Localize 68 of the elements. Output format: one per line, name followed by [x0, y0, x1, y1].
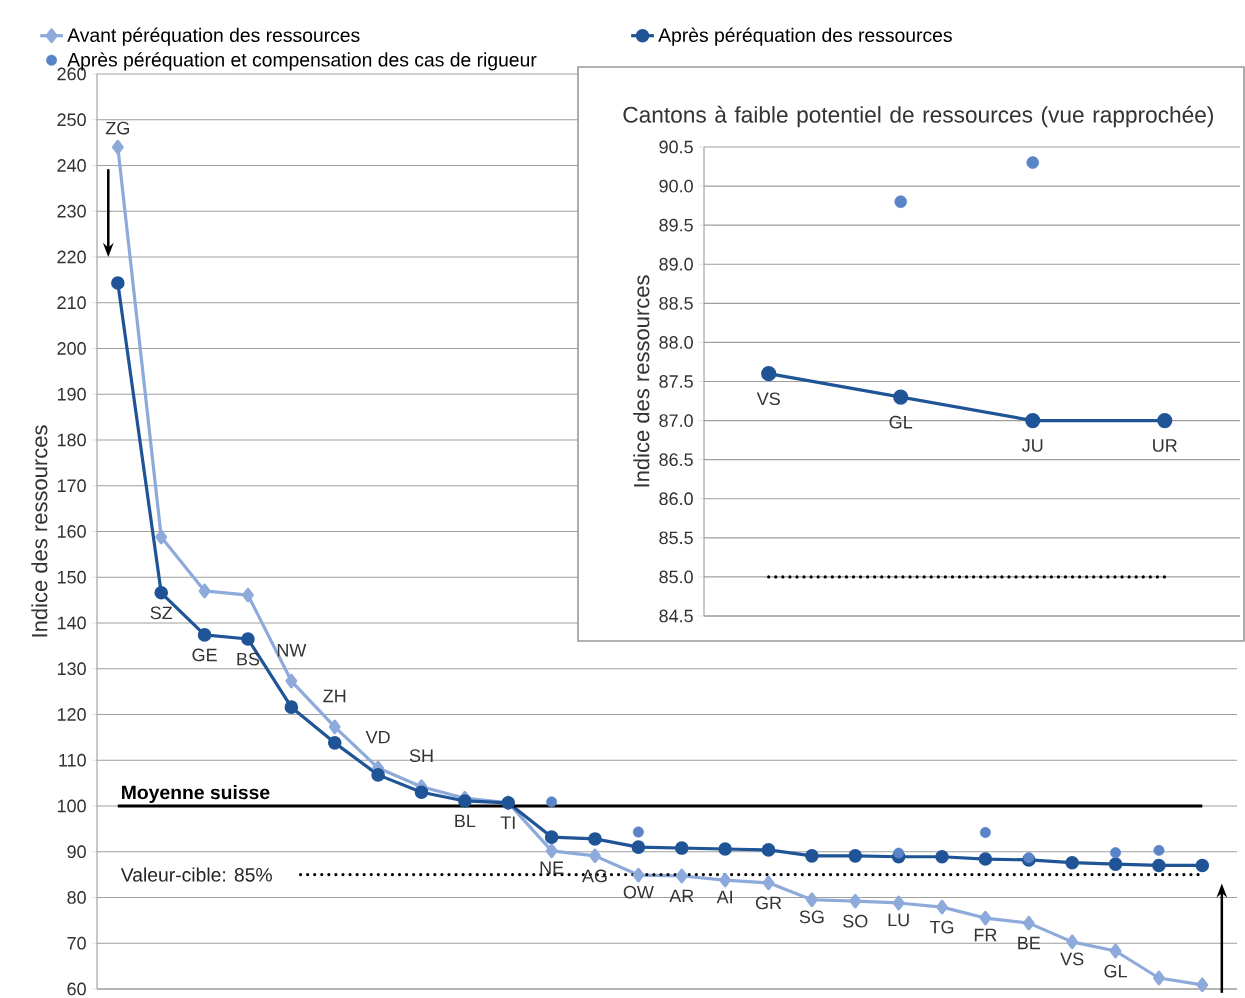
x-tick-label: VS	[1060, 952, 1084, 966]
x-tick-label: AG	[582, 869, 607, 883]
y-tick-label: 120	[57, 708, 86, 721]
x-tick-label: BS	[237, 652, 260, 666]
x-tick-label: GL	[1104, 964, 1127, 978]
y-tick-label: 200	[57, 342, 86, 355]
y-tick-label: 220	[57, 250, 86, 264]
x-tick-label: ZG	[105, 121, 129, 135]
y-tick-label: 90.0	[659, 179, 693, 193]
x-tick-label: TG	[929, 920, 954, 934]
x-tick-label: NW	[277, 644, 307, 657]
y-axis-title: Indice des ressources	[31, 425, 48, 637]
x-tick-label: FR	[974, 928, 997, 942]
y-tick-label: 70	[67, 936, 86, 950]
x-tick-label: VS	[756, 392, 780, 406]
y-tick-label: 110	[59, 753, 86, 767]
y-tick-label: 190	[57, 387, 86, 401]
x-tick-label: SG	[799, 910, 824, 924]
y-axis-title: Indice des ressources	[633, 275, 650, 487]
y-tick-label: 88.5	[659, 296, 693, 310]
y-tick-label: 230	[57, 204, 86, 218]
y-tick-label: 150	[57, 570, 86, 584]
y-tick-label: 60	[67, 982, 86, 996]
y-tick-label: 85.5	[659, 531, 693, 545]
x-tick-label: SH	[409, 749, 433, 763]
chart-title: Cantons à faible potentiel de ressources (vue rapprochée)	[623, 105, 1213, 128]
y-tick-label: 86.5	[659, 453, 693, 467]
x-tick-label: ZH	[323, 689, 346, 703]
ref-line-label: Moyenne suisse	[122, 785, 270, 804]
x-tick-label: GL	[889, 415, 913, 429]
y-tick-label: 210	[57, 296, 86, 310]
x-tick-label: OW	[623, 885, 654, 899]
x-tick-label: TI	[500, 816, 515, 829]
y-tick-label: 180	[57, 433, 86, 447]
x-tick-label: LU	[888, 913, 909, 927]
y-tick-label: 140	[57, 616, 86, 630]
x-tick-label: GE	[192, 648, 217, 662]
ref-line-label: Valeur-cible: 85%	[120, 867, 272, 882]
y-tick-label: 90.5	[659, 140, 693, 154]
y-tick-label: 80	[67, 891, 86, 904]
legend-label: Avant péréquation des ressources	[67, 27, 360, 46]
x-tick-label: BL	[455, 814, 476, 828]
x-tick-label: JU	[1022, 439, 1043, 452]
y-tick-label: 160	[57, 525, 86, 538]
x-tick-label: AI	[716, 890, 732, 904]
x-tick-label: BE	[1018, 936, 1041, 950]
x-tick-label: SZ	[150, 606, 173, 620]
x-tick-label: NE	[540, 861, 564, 874]
x-tick-label: AR	[669, 889, 694, 903]
legend-label: Après péréquation des ressources	[658, 27, 952, 46]
y-tick-label: 88.0	[659, 336, 693, 349]
x-tick-label: SO	[843, 914, 868, 928]
y-tick-label: 89.0	[659, 257, 693, 271]
y-tick-label: 130	[57, 662, 86, 676]
x-tick-label: UR	[1153, 439, 1177, 452]
y-tick-label: 87.0	[659, 414, 693, 427]
y-tick-label: 250	[57, 113, 86, 127]
x-tick-label: VD	[365, 730, 390, 744]
y-tick-label: 84.5	[659, 609, 693, 623]
y-tick-label: 240	[57, 159, 86, 172]
y-tick-label: 85.0	[659, 570, 693, 584]
x-tick-label: GR	[755, 896, 782, 910]
y-tick-label: 170	[57, 479, 86, 493]
y-tick-label: 90	[67, 845, 86, 859]
y-tick-label: 87.5	[659, 375, 693, 388]
y-tick-label: 89.5	[659, 218, 693, 232]
y-tick-label: 100	[57, 799, 86, 813]
y-tick-label: 86.0	[659, 492, 693, 506]
